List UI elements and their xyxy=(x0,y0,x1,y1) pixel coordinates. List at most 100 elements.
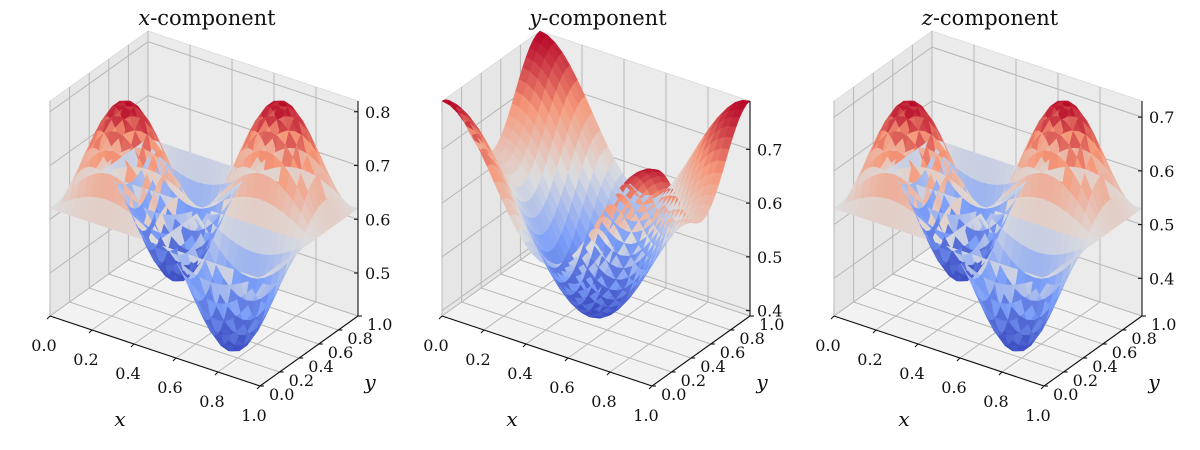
y-axis-label: y xyxy=(755,370,768,394)
z-tick-label: 0.4 xyxy=(757,302,782,321)
z-tick-label: 0.7 xyxy=(1149,108,1174,127)
y-tick-label: 1.0 xyxy=(759,315,784,334)
x-tick-label: 0.4 xyxy=(899,364,924,383)
gridline-y xyxy=(500,59,711,345)
z-tick-label: 0.7 xyxy=(365,157,390,176)
x-tick-label: 0.8 xyxy=(591,392,616,411)
surface-facet xyxy=(833,202,846,212)
y-tick-label: 1.0 xyxy=(1151,315,1176,334)
x-axis-label: x xyxy=(506,407,517,431)
x-axis-line xyxy=(49,315,261,387)
subplot-title-variable: y xyxy=(528,6,542,30)
x-tick-label: 0.2 xyxy=(73,350,98,369)
subplot-z-component: 0.00.20.40.60.81.00.00.20.40.60.81.00.40… xyxy=(815,6,1176,431)
y-tick-label: 0.2 xyxy=(681,371,706,390)
x-tick-label: 1.0 xyxy=(633,406,658,425)
x-tick-label: 0.6 xyxy=(157,378,182,397)
surface xyxy=(49,100,359,352)
surface xyxy=(441,30,751,319)
z-tick-label: 0.7 xyxy=(757,140,782,159)
x-tick-label: 0.4 xyxy=(507,364,532,383)
y-tick-label: 0.0 xyxy=(661,385,686,404)
y-tick-label: 0.0 xyxy=(1053,385,1078,404)
y-tick-label: 0.4 xyxy=(308,357,333,376)
subplot-title-suffix: -component xyxy=(150,6,276,30)
subplot-title-suffix: -component xyxy=(541,6,667,30)
x-tick-mark xyxy=(88,329,93,334)
x-tick-label: 0.0 xyxy=(815,336,840,355)
x-tick-mark xyxy=(830,315,835,320)
x-tick-label: 0.0 xyxy=(423,336,448,355)
x-tick-label: 0.2 xyxy=(465,350,490,369)
y-tick-label: 0.6 xyxy=(1112,343,1137,362)
z-tick-label: 0.6 xyxy=(1149,162,1174,181)
z-tick-label: 0.5 xyxy=(365,264,390,283)
y-axis-line xyxy=(259,315,359,387)
x-tick-label: 0.0 xyxy=(31,336,56,355)
x-tick-mark xyxy=(130,343,135,348)
y-axis-line xyxy=(1043,315,1143,387)
gridline-z xyxy=(833,46,1143,118)
x-tick-mark xyxy=(522,343,527,348)
y-tick-label: 0.4 xyxy=(700,357,725,376)
surface-facet xyxy=(588,316,601,319)
x-tick-mark xyxy=(956,357,961,362)
z-tick-label: 0.6 xyxy=(365,210,390,229)
z-tick-label: 0.5 xyxy=(1149,216,1174,235)
x-tick-label: 0.2 xyxy=(857,350,882,369)
gridline-y xyxy=(69,87,280,373)
x-tick-mark xyxy=(914,343,919,348)
x-axis-label: x xyxy=(114,407,125,431)
x-tick-mark xyxy=(172,357,177,362)
x-axis-line xyxy=(441,315,653,387)
y-tick-label: 0.2 xyxy=(1073,371,1098,390)
y-tick-label: 0.8 xyxy=(1131,329,1156,348)
x-tick-mark xyxy=(564,357,569,362)
y-tick-label: 0.6 xyxy=(720,343,745,362)
x-tick-mark xyxy=(438,315,443,320)
surface xyxy=(833,100,1143,352)
x-tick-label: 0.4 xyxy=(115,364,140,383)
subplot-title: y-component xyxy=(528,6,667,30)
x-tick-mark xyxy=(256,385,261,390)
x-tick-label: 1.0 xyxy=(1025,406,1050,425)
x-tick-mark xyxy=(46,315,51,320)
subplot-y-component: 0.00.20.40.60.81.00.00.20.40.60.81.00.40… xyxy=(423,6,784,431)
y-tick-label: 1.0 xyxy=(367,315,392,334)
subplot-title-suffix: -component xyxy=(933,6,1059,30)
z-tick-label: 0.4 xyxy=(1149,269,1174,288)
y-tick-label: 0.8 xyxy=(739,329,764,348)
gridline-z xyxy=(49,41,359,113)
subplot-title-variable: x xyxy=(138,6,150,30)
x-tick-mark xyxy=(1040,385,1045,390)
x-tick-mark xyxy=(872,329,877,334)
x-tick-mark xyxy=(606,371,611,376)
y-axis-label: y xyxy=(1147,370,1160,394)
z-tick-label: 0.6 xyxy=(757,194,782,213)
z-tick-label: 0.8 xyxy=(365,103,390,122)
gridline-y xyxy=(853,87,1064,373)
x-tick-mark xyxy=(648,385,653,390)
surface-facet xyxy=(49,202,62,212)
x-tick-label: 0.8 xyxy=(199,392,224,411)
gridline-y xyxy=(461,87,672,373)
y-axis-label: y xyxy=(363,370,376,394)
x-axis-line xyxy=(833,315,1045,387)
subplot-title-variable: z xyxy=(921,6,934,30)
x-tick-mark xyxy=(998,371,1003,376)
x-axis-label: x xyxy=(898,407,909,431)
x-tick-mark xyxy=(214,371,219,376)
y-axis-line xyxy=(651,315,751,387)
x-tick-mark xyxy=(480,329,485,334)
y-tick-label: 0.4 xyxy=(1092,357,1117,376)
z-tick-label: 0.5 xyxy=(757,248,782,267)
subplot-x-component: 0.00.20.40.60.81.00.00.20.40.60.81.00.50… xyxy=(31,6,392,431)
subplot-title: z-component xyxy=(921,6,1059,30)
y-tick-label: 0.8 xyxy=(347,329,372,348)
y-tick-label: 0.0 xyxy=(269,385,294,404)
x-tick-label: 0.6 xyxy=(549,378,574,397)
subplot-title: x-component xyxy=(138,6,276,30)
x-tick-label: 0.6 xyxy=(941,378,966,397)
y-tick-label: 0.6 xyxy=(328,343,353,362)
x-tick-label: 0.8 xyxy=(983,392,1008,411)
